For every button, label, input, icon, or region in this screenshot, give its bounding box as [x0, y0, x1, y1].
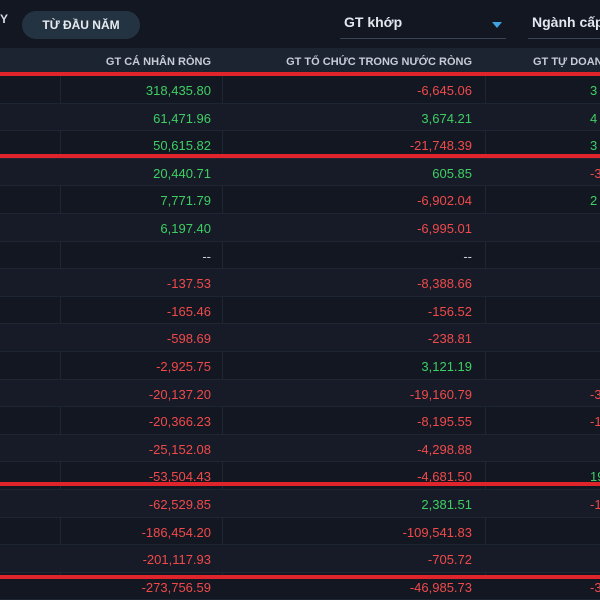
- table-body: 318,435.80 -6,645.06 3 61,471.96 3,674.21 4 50…: [0, 76, 600, 600]
- table-header: GT CÁ NHÂN RÒNG GT TỔ CHỨC TRONG NƯỚC RÒ…: [0, 48, 600, 76]
- table-row[interactable]: -20,366.23 -8,195.55 -1: [0, 407, 600, 435]
- cell-c1: -2,925.75: [156, 358, 211, 374]
- cell-c1: -62,529.85: [148, 496, 211, 512]
- cell-c1: -20,137.20: [148, 386, 211, 402]
- cell-c2: 3,674.21: [421, 110, 472, 126]
- cell-c2: -19,160.79: [409, 386, 472, 402]
- top-bar: Y TỪ ĐẦU NĂM GT khớp Ngành cấp: [0, 0, 600, 48]
- cell-c1: -201,117.93: [142, 552, 211, 568]
- cell-c3: -3: [590, 579, 600, 595]
- cell-c2: -8,388.66: [417, 276, 472, 292]
- cell-c3: -3: [590, 386, 600, 402]
- cell-c1: -165.46: [166, 303, 211, 319]
- cell-c3: -3: [590, 165, 600, 181]
- highlight-line-group2: [0, 482, 600, 486]
- value-type-label: GT khớp: [344, 14, 403, 30]
- cell-c2: -46,985.73: [409, 579, 472, 595]
- table-row[interactable]: -186,454.20 -109,541.83: [0, 518, 600, 546]
- header-individual-net[interactable]: GT CÁ NHÂN RÒNG: [105, 56, 211, 68]
- cell-c3: -1: [590, 496, 600, 512]
- cell-c2: -4,681.50: [417, 469, 472, 485]
- table-row[interactable]: -165.46 -156.52: [0, 297, 600, 325]
- cell-c2: -8,195.55: [417, 414, 472, 430]
- table-row[interactable]: -2,925.75 3,121.19: [0, 352, 600, 380]
- caret-down-icon: [492, 22, 502, 28]
- cell-c1: --: [202, 248, 211, 264]
- cell-c3: -1: [590, 414, 600, 430]
- sector-label: Ngành cấp: [532, 14, 600, 30]
- cell-c2: -6,995.01: [417, 220, 472, 236]
- cell-c1: 7,771.79: [160, 193, 211, 209]
- header-proprietary[interactable]: GT TỰ DOANH: [533, 56, 600, 68]
- highlight-line-top: [0, 72, 600, 76]
- table-row[interactable]: -- --: [0, 242, 600, 270]
- tab-year-to-date[interactable]: TỪ ĐẦU NĂM: [22, 11, 140, 39]
- cell-c1: -186,454.20: [141, 524, 211, 540]
- cell-c2: -156.52: [427, 303, 472, 319]
- cell-c1: -137.53: [166, 276, 211, 292]
- cell-c2: -6,645.06: [417, 83, 472, 98]
- value-type-select[interactable]: GT khớp: [340, 8, 506, 39]
- cell-c2: -6,902.04: [417, 193, 472, 209]
- cell-c1: 61,471.96: [153, 110, 211, 126]
- cell-c1: 50,615.82: [153, 138, 211, 154]
- cell-c1: 6,197.40: [160, 220, 211, 236]
- tab-previous[interactable]: Y: [0, 12, 9, 26]
- cell-c1: -598.69: [166, 331, 211, 347]
- table-row[interactable]: -598.69 -238.81: [0, 324, 600, 352]
- cell-c2: 605.85: [432, 165, 472, 181]
- table-row[interactable]: -62,529.85 2,381.51 -1: [0, 489, 600, 518]
- header-domestic-institution-net[interactable]: GT TỔ CHỨC TRONG NƯỚC RÒNG: [286, 56, 472, 68]
- cell-c2: -21,748.39: [409, 138, 472, 154]
- cell-c2: -109,541.83: [402, 524, 472, 540]
- cell-c2: -705.72: [427, 552, 472, 568]
- cell-c2: -4,298.88: [417, 441, 472, 457]
- cell-c3: 3: [590, 83, 598, 98]
- sector-select[interactable]: Ngành cấp: [528, 8, 600, 39]
- table-row[interactable]: 6,197.40 -6,995.01: [0, 213, 600, 242]
- cell-c3: 2: [590, 193, 598, 209]
- highlight-line-group1: [0, 154, 600, 158]
- table-row[interactable]: -53,504.43 -4,681.50 19: [0, 462, 600, 490]
- table-row[interactable]: 7,771.79 -6,902.04 2: [0, 186, 600, 214]
- cell-c2: -238.81: [427, 331, 472, 347]
- cell-c1: 318,435.80: [145, 83, 211, 98]
- cell-c3: 4: [590, 110, 598, 126]
- table-row[interactable]: 318,435.80 -6,645.06 3: [0, 76, 600, 104]
- table-row[interactable]: -137.53 -8,388.66: [0, 269, 600, 297]
- table-row[interactable]: -201,117.93 -705.72: [0, 545, 600, 573]
- cell-c1: -25,152.08: [148, 441, 211, 457]
- cell-c1: 20,440.71: [153, 165, 211, 181]
- table-row[interactable]: 20,440.71 605.85 -3: [0, 158, 600, 187]
- cell-c2: --: [463, 248, 472, 264]
- cell-c3: 3: [590, 138, 598, 154]
- cell-c2: 2,381.51: [421, 496, 472, 512]
- cell-c1: -53,504.43: [148, 469, 211, 485]
- table-row[interactable]: 61,471.96 3,674.21 4: [0, 103, 600, 132]
- highlight-line-bottom: [0, 575, 600, 579]
- cell-c2: 3,121.19: [421, 358, 472, 374]
- table-row[interactable]: -25,152.08 -4,298.88: [0, 434, 600, 463]
- table-row[interactable]: 50,615.82 -21,748.39 3: [0, 131, 600, 159]
- cell-c3: 19: [590, 469, 600, 485]
- cell-c1: -20,366.23: [148, 414, 211, 430]
- table-row[interactable]: -20,137.20 -19,160.79 -3: [0, 379, 600, 408]
- cell-c1: -273,756.59: [141, 579, 211, 595]
